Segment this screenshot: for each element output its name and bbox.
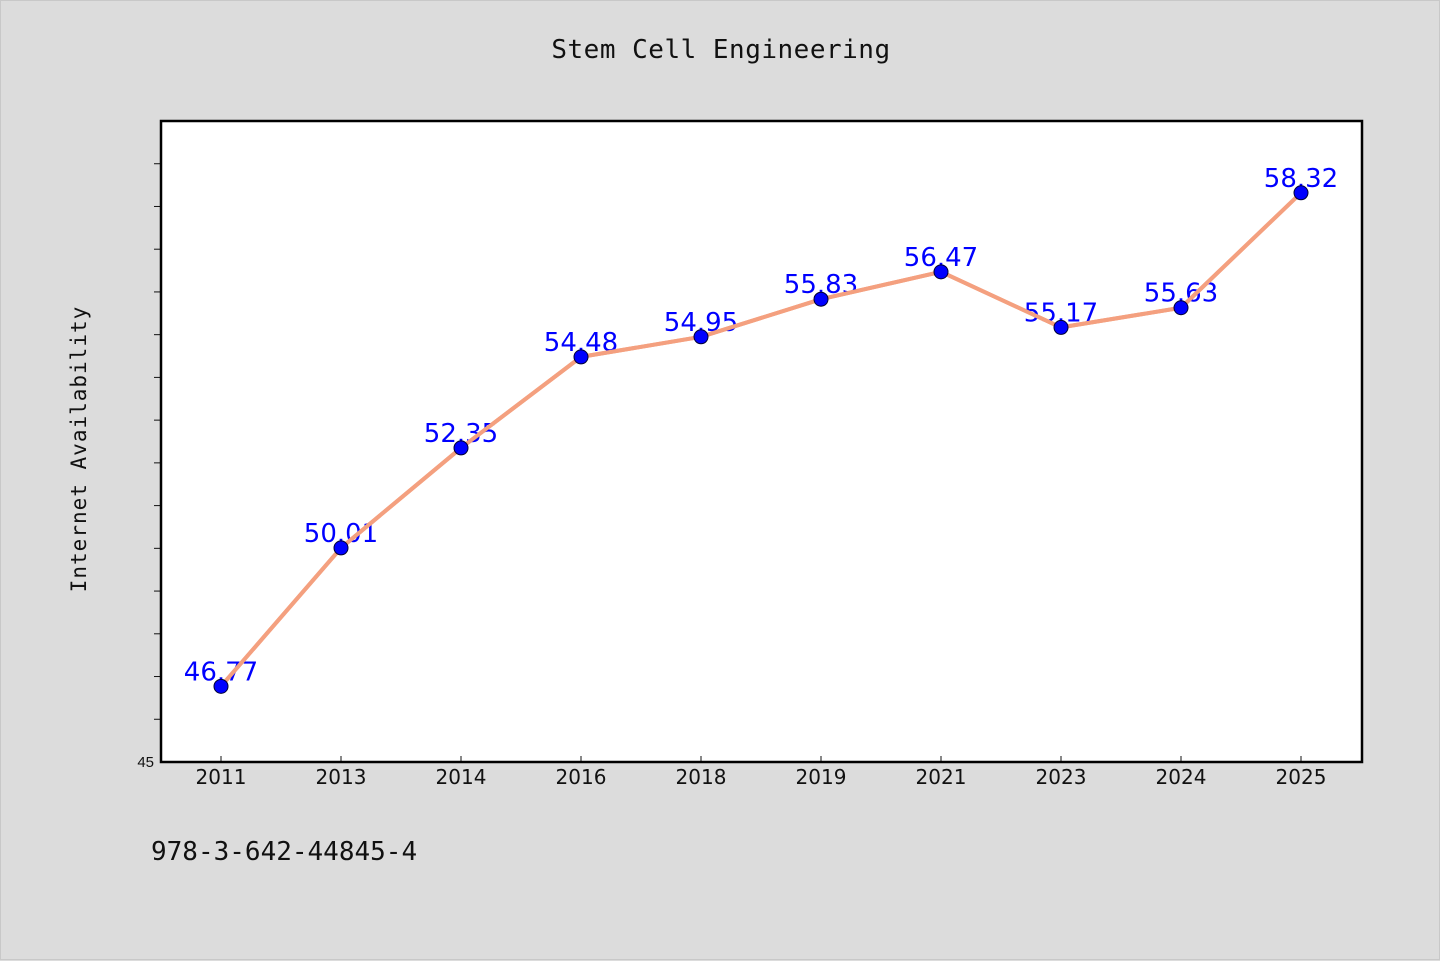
data-point <box>573 349 589 365</box>
x-tick-label: 2016 <box>556 765 607 789</box>
x-tick-label: 2011 <box>196 765 247 789</box>
data-point <box>1053 319 1069 335</box>
data-point <box>693 329 709 345</box>
data-point <box>933 264 949 280</box>
data-point <box>213 678 229 694</box>
plot-frame <box>159 119 1364 764</box>
isbn-text: 978-3-642-44845-4 <box>151 837 418 867</box>
data-point <box>1173 300 1189 316</box>
data-point <box>453 440 469 456</box>
data-point <box>333 540 349 556</box>
x-tick-label: 2024 <box>1156 765 1207 789</box>
plot-area <box>161 121 1362 762</box>
x-tick-label: 2014 <box>436 765 487 789</box>
series-line-overlay <box>219 190 1303 689</box>
data-point <box>1293 185 1309 201</box>
x-tick-label: 2023 <box>1036 765 1087 789</box>
x-tick-label: 2018 <box>676 765 727 789</box>
x-tick-label: 2013 <box>316 765 367 789</box>
chart-title: Stem Cell Engineering <box>551 35 891 65</box>
data-point <box>813 291 829 307</box>
x-tick-label: 2025 <box>1276 765 1327 789</box>
y-tick-label: 45 <box>137 754 154 771</box>
x-tick-label: 2021 <box>916 765 967 789</box>
x-tick-label: 2019 <box>796 765 847 789</box>
